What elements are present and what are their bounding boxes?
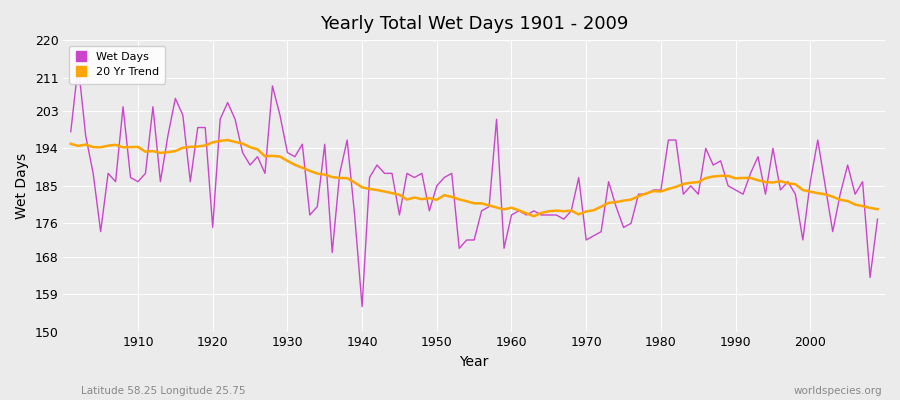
20 Yr Trend — [297, 165, 308, 170]
X-axis label: Year: Year — [460, 355, 489, 369]
Wet Days — [356, 304, 367, 309]
20 Yr Trend — [872, 207, 883, 212]
20 Yr Trend — [125, 145, 136, 150]
20 Yr Trend — [528, 214, 539, 219]
Wet Days — [132, 179, 143, 184]
20 Yr Trend — [222, 138, 233, 142]
20 Yr Trend — [506, 205, 517, 210]
20 Yr Trend — [66, 141, 77, 146]
Text: Latitude 58.25 Longitude 25.75: Latitude 58.25 Longitude 25.75 — [81, 386, 246, 396]
Wet Days — [66, 129, 77, 134]
20 Yr Trend — [342, 176, 353, 180]
Wet Days — [611, 204, 622, 209]
Wet Days — [521, 212, 532, 217]
Wet Days — [73, 63, 84, 68]
Text: worldspecies.org: worldspecies.org — [794, 386, 882, 396]
Wet Days — [342, 138, 353, 142]
Title: Yearly Total Wet Days 1901 - 2009: Yearly Total Wet Days 1901 - 2009 — [320, 15, 628, 33]
Wet Days — [514, 208, 525, 213]
Line: 20 Yr Trend: 20 Yr Trend — [71, 140, 878, 216]
Y-axis label: Wet Days: Wet Days — [15, 153, 29, 219]
Wet Days — [297, 142, 308, 147]
Wet Days — [872, 217, 883, 222]
20 Yr Trend — [514, 208, 525, 213]
20 Yr Trend — [611, 200, 622, 204]
Legend: Wet Days, 20 Yr Trend: Wet Days, 20 Yr Trend — [68, 46, 166, 84]
Line: Wet Days: Wet Days — [71, 65, 878, 307]
